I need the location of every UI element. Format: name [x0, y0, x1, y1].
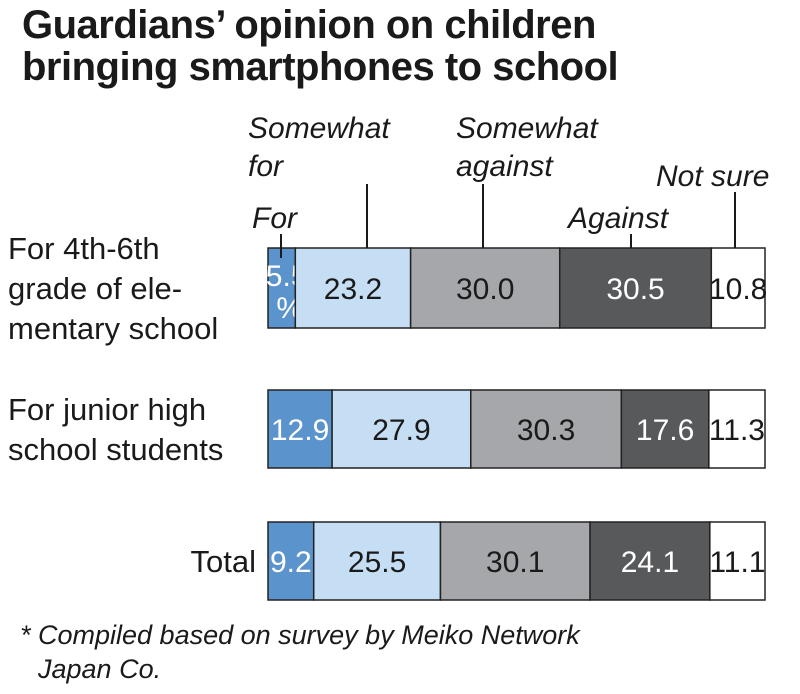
- title-line: Guardians’ opinion on children: [22, 3, 596, 47]
- data-label: 12.9: [271, 414, 329, 447]
- legend-label: against: [456, 150, 554, 183]
- footnote-line: Japan Co.: [38, 654, 162, 684]
- bar-segment: [708, 389, 766, 469]
- legend-label: For: [252, 202, 298, 235]
- bar-segment: [267, 521, 315, 601]
- category-label: grade of ele-: [8, 271, 182, 306]
- data-label: 9.2: [270, 546, 312, 579]
- bar-segment: [267, 389, 333, 469]
- bar-segment: [558, 247, 713, 329]
- category-label: school students: [8, 432, 223, 467]
- category-label: Total: [191, 544, 256, 579]
- category-label: For junior high: [8, 392, 206, 427]
- legend-label: Not sure: [656, 160, 769, 193]
- chart-title: Guardians’ opinion on children bringing …: [22, 3, 619, 89]
- bar-segment: [439, 521, 591, 601]
- legend-label: Against: [566, 202, 670, 235]
- data-label: 11.3: [709, 414, 765, 447]
- data-label: 25.5: [348, 546, 406, 579]
- bar-segment: [709, 521, 766, 601]
- data-label: 24.1: [621, 546, 679, 579]
- bar-segment: [294, 247, 412, 329]
- bar-segment: [409, 247, 561, 329]
- bar-segment: [331, 389, 472, 469]
- data-label: 30.1: [486, 546, 544, 579]
- footnote: * Compiled based on survey by Meiko Netw…: [20, 618, 580, 686]
- data-label: 30.3: [517, 414, 575, 447]
- data-label: 27.9: [372, 414, 430, 447]
- bar-segment: [710, 247, 766, 329]
- data-label: 17.6: [636, 414, 694, 447]
- category-label: mentary school: [8, 311, 218, 346]
- bar-segment: [589, 521, 711, 601]
- data-label: 30.0: [456, 273, 514, 306]
- footnote-line: * Compiled based on survey by Meiko Netw…: [20, 620, 580, 650]
- bar-segment: [620, 389, 710, 469]
- data-label: 30.5: [606, 273, 664, 306]
- data-label: 10.8: [709, 273, 767, 306]
- legend-label: Somewhat: [248, 112, 391, 145]
- legend-label: for: [248, 150, 284, 183]
- category-label: For 4th-6th: [8, 231, 160, 266]
- bar-segment: [312, 521, 442, 601]
- data-label: 11.1: [709, 546, 765, 579]
- data-label: 23.2: [324, 273, 382, 306]
- legend-label: Somewhat: [456, 112, 599, 145]
- title-line: bringing smartphones to school: [22, 45, 619, 89]
